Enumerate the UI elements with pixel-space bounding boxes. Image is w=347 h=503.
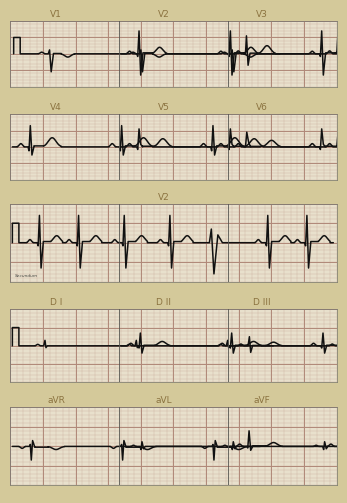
Text: D II: D II [156,298,171,307]
Text: D I: D I [50,298,62,307]
Text: V5: V5 [158,103,170,112]
Text: Secundum: Secundum [15,274,38,278]
Text: V4: V4 [50,103,62,112]
Text: aVR: aVR [47,396,65,405]
Text: V6: V6 [256,103,268,112]
Text: V2: V2 [158,193,170,202]
Text: V1: V1 [50,10,62,19]
Text: aVL: aVL [155,396,172,405]
Text: V3: V3 [256,10,268,19]
Text: V2: V2 [158,10,170,19]
Text: aVF: aVF [253,396,270,405]
Text: D III: D III [253,298,270,307]
